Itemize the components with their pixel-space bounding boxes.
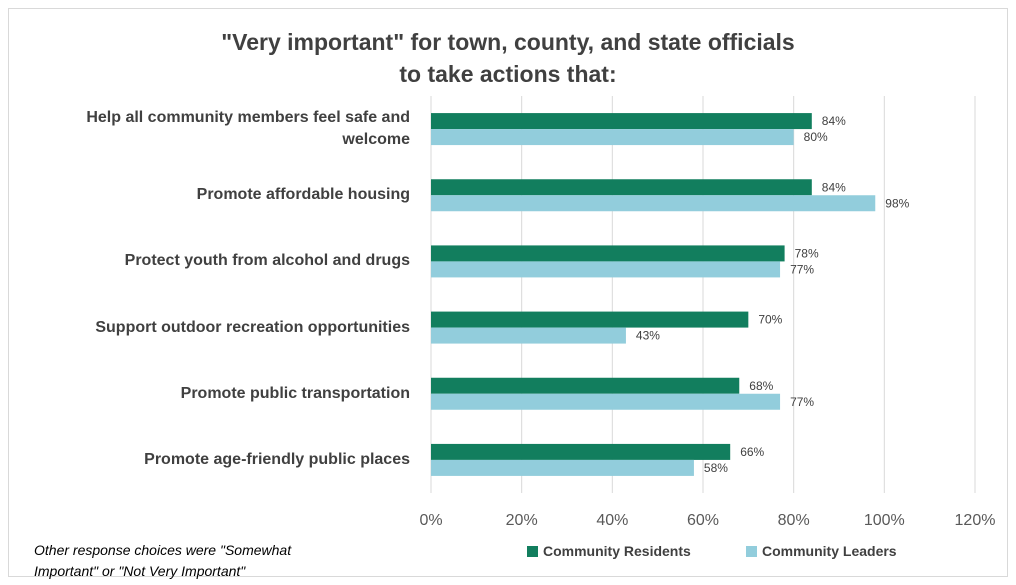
data-label: 77% [790,395,814,409]
data-label: 66% [740,445,764,459]
data-label: 43% [636,329,660,343]
category-label-line: Support outdoor recreation opportunities [95,318,410,336]
bar [431,393,781,410]
chart-title-line-1: "Very important" for town, county, and s… [221,29,795,55]
chart-title-line-2: to take actions that: [399,61,617,87]
data-label: 58% [704,461,728,475]
bar [431,377,740,394]
legend-label-residents: Community Residents [543,543,691,559]
legend-swatch-leaders [746,545,757,557]
bar [431,443,731,460]
bar [431,327,626,344]
category-label-line: Help all community members feel safe and [86,109,410,127]
data-label: 80% [804,130,828,144]
x-tick-label: 80% [778,512,810,529]
bar [431,459,694,476]
bar [431,261,781,278]
category-label-line: Promote affordable housing [196,186,410,204]
legend-swatch-residents [527,545,538,557]
x-tick-label: 40% [596,512,628,529]
category-label: Promote public transportation [14,383,410,405]
category-label-line: welcome [342,131,410,149]
data-label: 77% [790,262,814,276]
data-label: 78% [795,246,819,260]
x-tick-label: 0% [419,512,442,529]
bar [431,129,794,146]
bar [431,113,812,130]
data-label: 84% [822,114,846,128]
bar [431,179,812,196]
legend: Community Residents Community Leaders [0,543,1016,563]
legend-item-leaders: Community Leaders [746,543,897,559]
category-label-line: Promote age-friendly public places [144,450,410,468]
legend-item-residents: Community Residents [527,543,691,559]
category-label: Support outdoor recreation opportunities [14,317,410,339]
data-label: 68% [749,379,773,393]
category-label: Promote age-friendly public places [14,449,410,471]
category-label: Protect youth from alcohol and drugs [14,250,410,272]
footnote-line-2: Important" or "Not Very Important" [34,563,246,579]
x-tick-label: 20% [506,512,538,529]
x-tick-label: 120% [955,512,996,529]
legend-label-leaders: Community Leaders [762,543,897,559]
chart-title: "Very important" for town, county, and s… [0,26,1016,90]
data-label: 70% [758,313,782,327]
bar [431,245,785,262]
data-label: 84% [822,180,846,194]
chart-frame [8,8,1008,577]
x-tick-label: 60% [687,512,719,529]
category-label-line: Protect youth from alcohol and drugs [124,252,410,270]
category-label: Help all community members feel safe and… [14,107,410,151]
bar [431,195,876,212]
footnote: Other response choices were "Somewhat Im… [34,540,354,582]
x-tick-label: 100% [864,512,905,529]
category-label: Promote affordable housing [14,184,410,206]
category-label-line: Promote public transportation [180,384,410,402]
bar [431,311,749,328]
data-label: 98% [885,196,909,210]
footnote-line-1: Other response choices were "Somewhat [34,542,292,558]
